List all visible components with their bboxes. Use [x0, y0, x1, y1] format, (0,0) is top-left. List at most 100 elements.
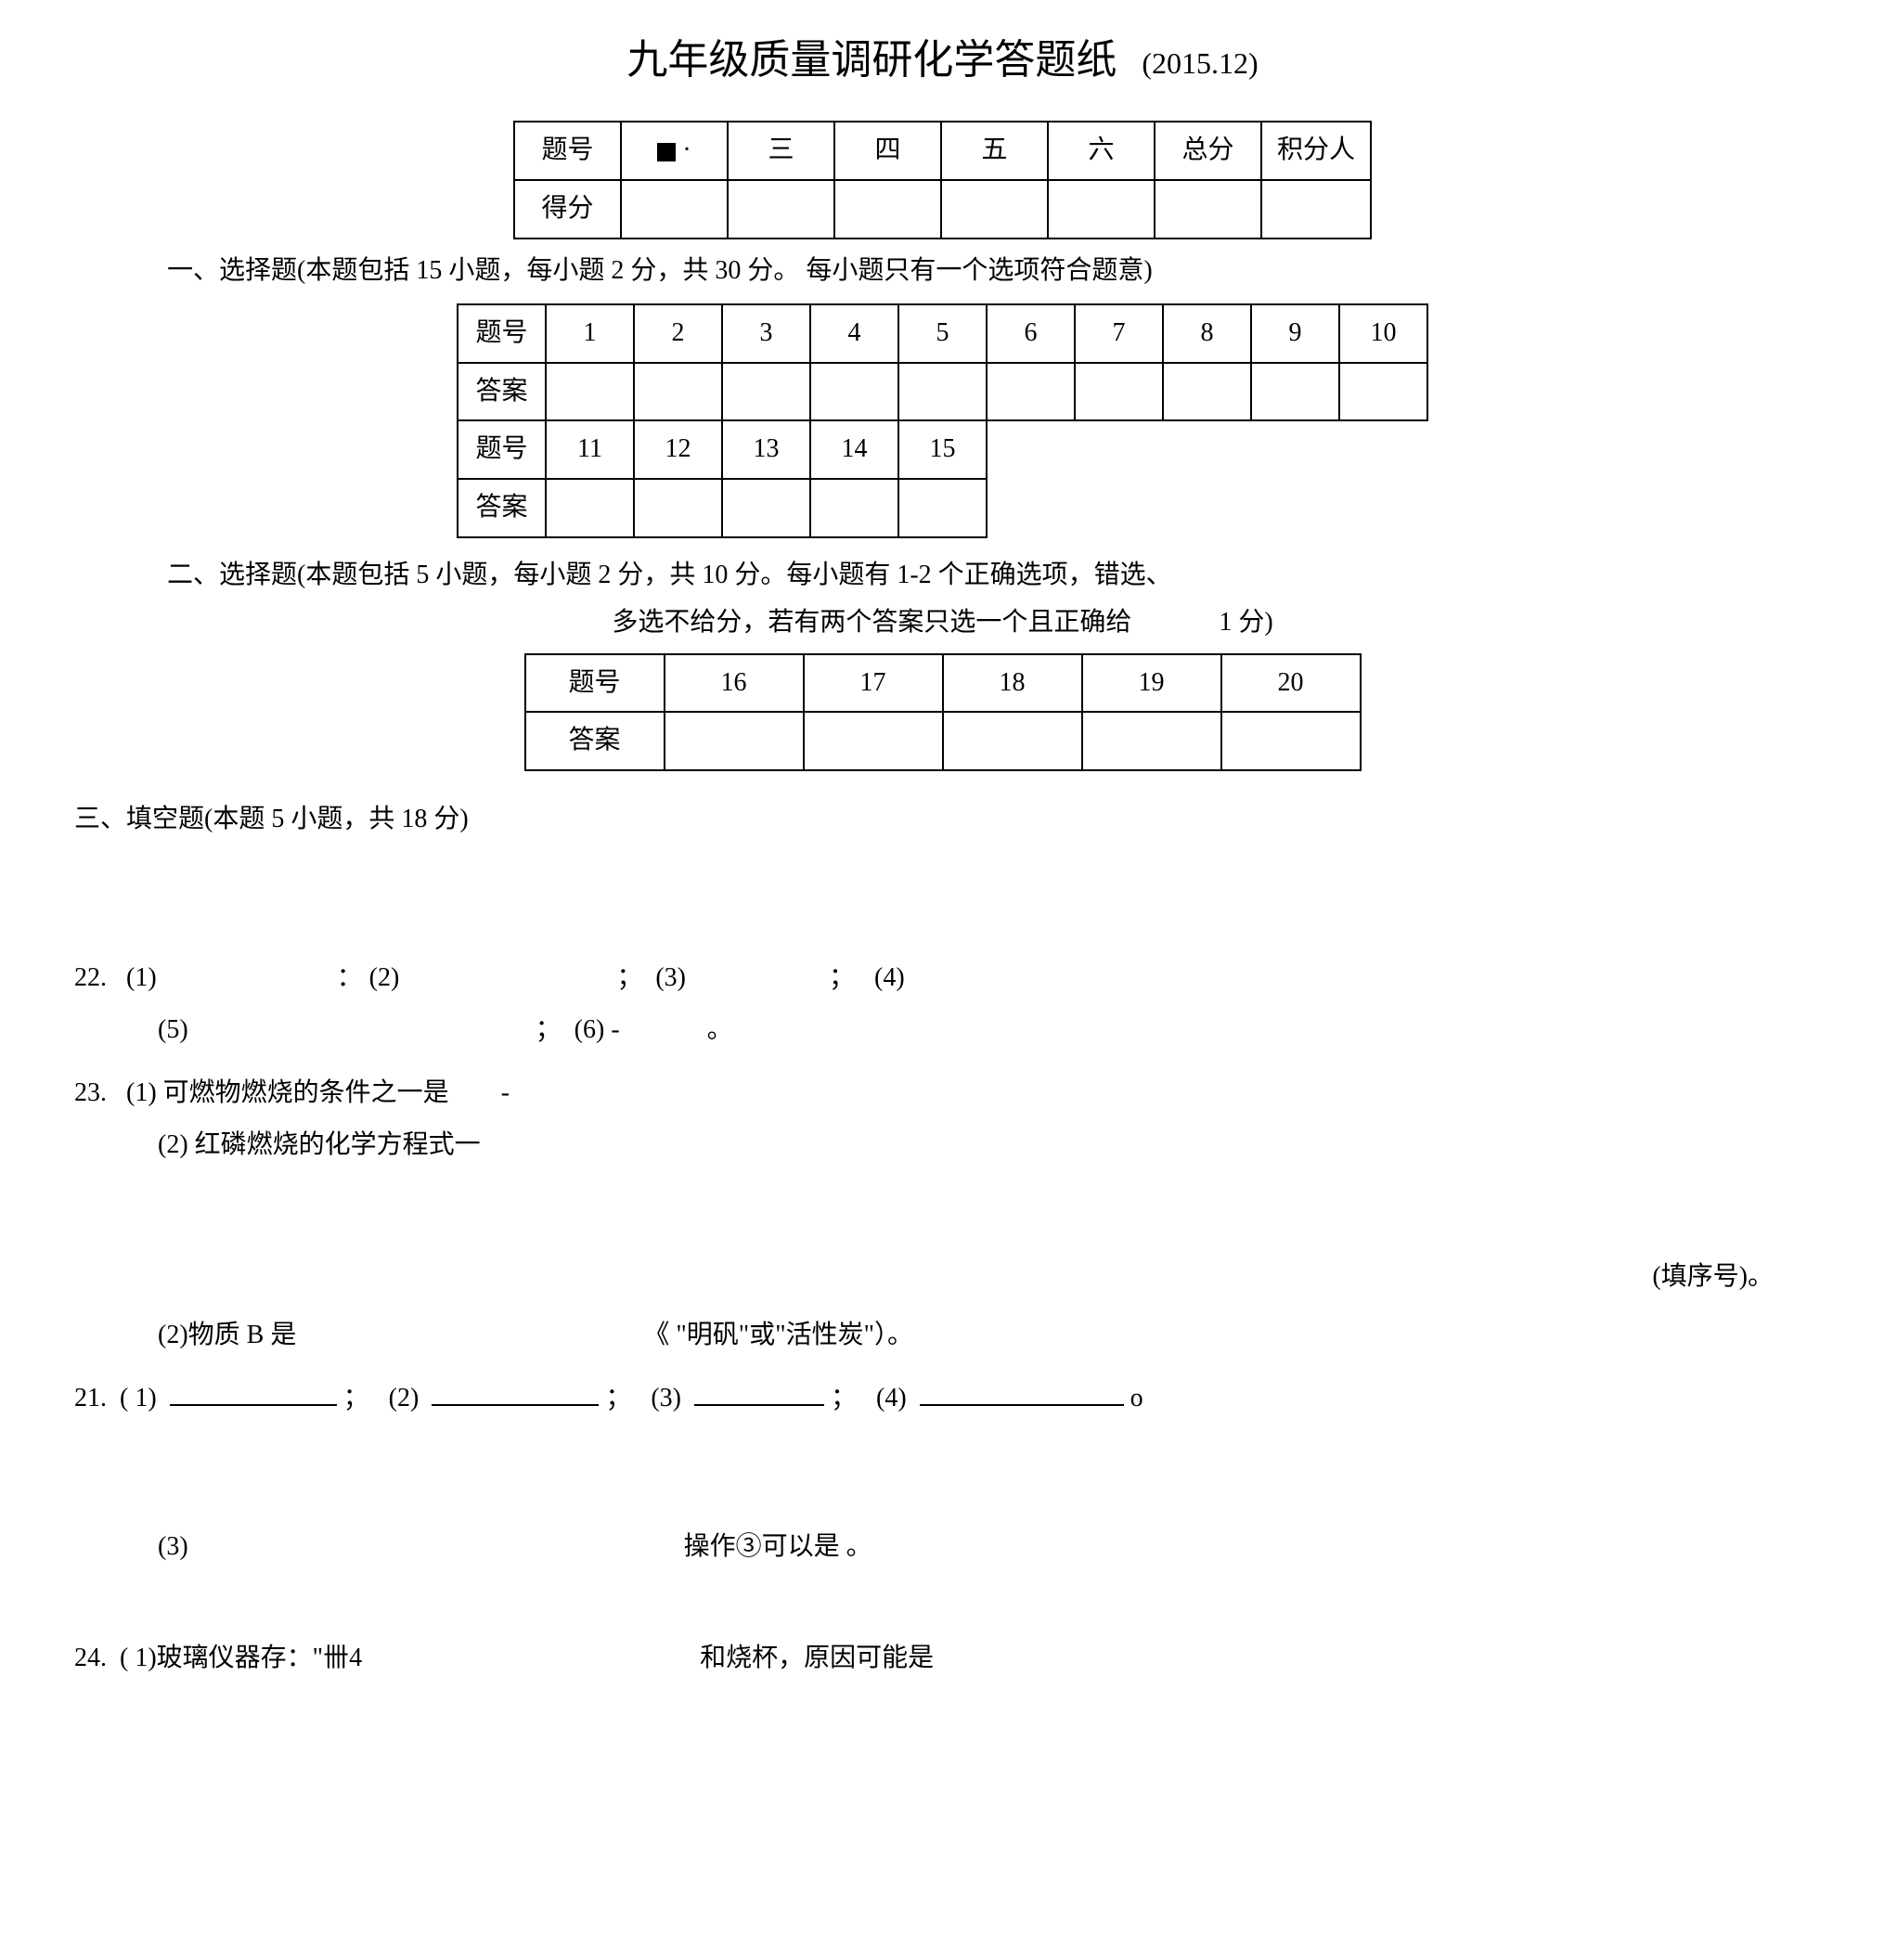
cell-empty	[1082, 712, 1221, 770]
q-sub2-text: (2)物质 B 是	[158, 1321, 296, 1349]
q22-semi: ；	[616, 963, 642, 992]
section2-line2-right: 1 分)	[1219, 608, 1272, 637]
cell-empty	[987, 420, 1075, 479]
cell-empty	[1339, 479, 1427, 537]
cell-empty	[987, 363, 1075, 421]
cell-empty	[987, 479, 1075, 537]
q22-line2: (5) ； (6) - 。	[74, 1015, 733, 1044]
question-sub2: (2)物质 B 是 《 "明矾"或"活性炭"）。	[74, 1309, 1811, 1361]
cell-empty	[1075, 479, 1163, 537]
cell-empty	[1251, 479, 1339, 537]
q21-end: o	[1130, 1384, 1143, 1412]
cell-empty	[941, 180, 1048, 239]
section2-line2-left: 多选不给分，若有两个答案只选一个且正确给	[612, 608, 1131, 637]
cell-num: 15	[898, 420, 987, 479]
q-p3: (3)	[158, 1532, 188, 1561]
cell-header: 三	[728, 122, 834, 180]
document-title: 九年级质量调研化学答题纸 (2015.12)	[74, 28, 1811, 93]
section3-heading: 三、填空题(本题 5 小题，共 18 分)	[74, 799, 1811, 841]
cell-num: 20	[1221, 654, 1361, 713]
q23-num: 23.	[74, 1078, 107, 1107]
cell-label: 得分	[514, 180, 621, 239]
q21-semi3: ；	[831, 1384, 857, 1412]
blank-line	[432, 1374, 599, 1406]
cell-num: 4	[810, 304, 898, 363]
cell-empty	[810, 479, 898, 537]
q22-colon: ：	[337, 963, 363, 992]
cell-label: 题号	[458, 304, 546, 363]
cell-header: 五	[941, 122, 1048, 180]
cell-empty	[665, 712, 804, 770]
cell-empty	[898, 479, 987, 537]
cell-header: 总分	[1155, 122, 1261, 180]
cell-empty	[898, 363, 987, 421]
cell-num: 18	[943, 654, 1082, 713]
cell-empty	[1221, 712, 1361, 770]
cell-num: 13	[722, 420, 810, 479]
cell-empty	[1339, 420, 1427, 479]
q22-p5: (5)	[158, 1015, 188, 1044]
cell-empty	[1261, 180, 1371, 239]
black-square-icon	[657, 143, 676, 161]
cell-header: 六	[1048, 122, 1155, 180]
q21-semi1: ；	[343, 1384, 369, 1412]
q21-p2: (2)	[389, 1384, 420, 1412]
question-22: 22. (1) ： (2) ； (3) ； (4) (5) ； (6) - 。	[74, 952, 1811, 1056]
table-row: 题号 · 三 四 五 六 总分 积分人	[514, 122, 1371, 180]
q22-period: 。	[707, 1015, 733, 1044]
cell-label: 题号	[525, 654, 665, 713]
cell-empty	[810, 363, 898, 421]
cell-header: 题号	[514, 122, 621, 180]
blank-line	[694, 1374, 824, 1406]
q23-l1: (1) 可燃物燃烧的条件之一是 -	[126, 1078, 510, 1107]
cell-empty	[1251, 363, 1339, 421]
table-row: 答案	[458, 479, 1427, 537]
cell-num: 2	[634, 304, 722, 363]
cell-label: 答案	[458, 479, 546, 537]
answer-table-1: 题号 1 2 3 4 5 6 7 8 9 10 答案 题号 11 12 13 1…	[457, 303, 1428, 538]
blank-line	[920, 1374, 1124, 1406]
cell-num: 11	[546, 420, 634, 479]
q22-p3: (3)	[655, 963, 686, 992]
cell-num: 5	[898, 304, 987, 363]
cell-header: 积分人	[1261, 122, 1371, 180]
answer-table-2: 题号 16 17 18 19 20 答案	[524, 653, 1362, 772]
cell-num: 7	[1075, 304, 1163, 363]
cell-empty	[1339, 363, 1427, 421]
table-row: 题号 16 17 18 19 20	[525, 654, 1361, 713]
cell-empty	[634, 363, 722, 421]
q21-semi2: ；	[605, 1384, 631, 1412]
table-row: 答案	[458, 363, 1427, 421]
cell-empty	[1075, 420, 1163, 479]
cell-empty	[943, 712, 1082, 770]
q24-l1-right: 和烧杯，原因可能是	[700, 1644, 934, 1672]
score-table: 题号 · 三 四 五 六 总分 积分人 得分	[513, 121, 1372, 239]
q21-p1: ( 1)	[120, 1384, 157, 1412]
q-p3-right: 操作③可以是 。	[684, 1532, 872, 1561]
q22-p1: (1)	[126, 963, 157, 992]
cell-num: 16	[665, 654, 804, 713]
q24-num: 24.	[74, 1644, 107, 1672]
cell-empty	[634, 479, 722, 537]
q22-p2: (2)	[369, 963, 400, 992]
cell-empty	[728, 180, 834, 239]
q23-l2-wrap: (2) 红磷燃烧的化学方程式一	[74, 1130, 481, 1159]
section1-heading: 一、选择题(本题包括 15 小题，每小题 2 分，共 30 分。 每小题只有一个…	[167, 251, 1811, 292]
cell-empty	[1251, 420, 1339, 479]
cell-num: 17	[804, 654, 943, 713]
section2-heading-line1: 二、选择题(本题包括 5 小题，每小题 2 分，共 10 分。每小题有 1-2 …	[167, 555, 1811, 597]
fill-hint: (填序号)。	[74, 1257, 1811, 1298]
section2-heading-line2: 多选不给分，若有两个答案只选一个且正确给 1 分)	[74, 602, 1811, 644]
table-row: 题号 1 2 3 4 5 6 7 8 9 10	[458, 304, 1427, 363]
q22-semi3: ；	[536, 1015, 562, 1044]
cell-empty	[1163, 420, 1251, 479]
question-21: 21. ( 1) ； (2) ； (3) ； (4) o	[74, 1373, 1811, 1425]
title-date: (2015.12)	[1142, 46, 1258, 80]
cell-empty	[546, 363, 634, 421]
q-sub2-hint: 《 "明矾"或"活性炭"）。	[643, 1321, 913, 1349]
q22-num: 22.	[74, 963, 107, 992]
cell-empty	[1163, 363, 1251, 421]
cell-num: 3	[722, 304, 810, 363]
table-row: 答案	[525, 712, 1361, 770]
cell-num: 9	[1251, 304, 1339, 363]
